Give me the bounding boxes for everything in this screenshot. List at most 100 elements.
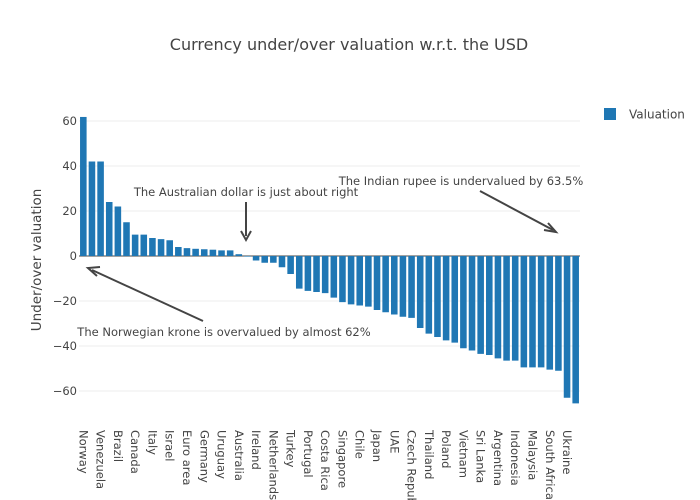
bar[interactable] <box>425 256 433 334</box>
bar[interactable] <box>339 256 346 303</box>
x-tick-label: Euro area <box>180 430 194 485</box>
x-tick-label: Italy <box>145 430 159 455</box>
x-tick-label: Turkey <box>284 429 298 468</box>
y-tick-label: −40 <box>53 339 77 353</box>
bar[interactable] <box>451 256 459 343</box>
bar[interactable] <box>278 256 286 268</box>
bar[interactable] <box>486 256 493 355</box>
bar[interactable] <box>468 256 476 351</box>
bar[interactable] <box>209 249 217 256</box>
x-tick-label: Canada <box>128 430 142 474</box>
legend[interactable]: Valuation <box>604 108 685 122</box>
bar[interactable] <box>218 250 225 257</box>
x-tick-label: Germany <box>197 430 211 483</box>
bar[interactable] <box>252 256 260 261</box>
bar[interactable] <box>555 256 562 371</box>
bar[interactable] <box>80 116 87 256</box>
bar-layer <box>80 116 579 404</box>
bar[interactable] <box>460 256 467 349</box>
annotation-norway-arrowhead <box>85 266 101 277</box>
bar[interactable] <box>261 256 268 263</box>
x-tick-label: Malaysia <box>525 430 539 480</box>
bar[interactable] <box>529 256 536 368</box>
legend-label: Valuation <box>629 108 685 122</box>
y-axis-label: Under/over valuation <box>29 189 45 332</box>
bar[interactable] <box>520 256 528 368</box>
y-tick-label: −20 <box>53 294 77 308</box>
bar[interactable] <box>477 256 484 354</box>
bar[interactable] <box>192 248 199 256</box>
bar[interactable] <box>105 202 113 256</box>
legend-swatch <box>604 108 616 120</box>
x-tick-label: Indonesia <box>508 430 522 486</box>
x-axis-ticks: Norway Venezuela Brazil Canada Italy Israel Eu… <box>76 429 574 500</box>
x-tick-label: Czech Repub <box>405 430 419 500</box>
x-tick-label: Argentina <box>491 430 505 486</box>
bar[interactable] <box>365 256 372 307</box>
bar[interactable] <box>88 161 96 257</box>
bar[interactable] <box>313 256 320 292</box>
bar[interactable] <box>563 256 571 398</box>
x-tick-label: Australia <box>232 430 246 481</box>
x-tick-label: Japan <box>370 429 384 462</box>
bar[interactable] <box>391 256 398 315</box>
bar[interactable] <box>200 249 208 256</box>
y-tick-label: 20 <box>62 204 77 218</box>
bar[interactable] <box>503 256 510 361</box>
annotation-norway: The Norwegian krone is overvalued by alm… <box>76 325 370 339</box>
x-tick-label: Singapore <box>335 430 349 488</box>
x-tick-label: Norway <box>76 430 90 474</box>
y-tick-label: −60 <box>53 384 77 398</box>
bar[interactable] <box>572 256 579 404</box>
bar[interactable] <box>114 206 122 257</box>
y-tick-label: 0 <box>70 249 77 263</box>
bar[interactable] <box>330 256 338 298</box>
x-tick-label: Poland <box>439 430 453 468</box>
bar[interactable] <box>270 256 277 263</box>
bar[interactable] <box>399 256 407 317</box>
bar[interactable] <box>382 256 389 313</box>
bar[interactable] <box>416 256 424 328</box>
bar[interactable] <box>321 256 329 294</box>
bar[interactable] <box>442 256 450 341</box>
bar[interactable] <box>235 254 243 256</box>
bar[interactable] <box>408 256 415 318</box>
bar[interactable] <box>295 256 303 289</box>
annotation-india-arrowhead <box>543 222 559 234</box>
annotation-india-arrow <box>479 190 554 231</box>
bar[interactable] <box>123 222 130 256</box>
bar[interactable] <box>157 239 165 257</box>
annotation-australia: The Australian dollar is just about righ… <box>133 185 359 199</box>
annotation-india: The Indian rupee is undervalued by 63.5% <box>338 174 584 188</box>
annotation-layer: The Australian dollar is just about righ… <box>76 174 583 339</box>
bar[interactable] <box>175 247 182 256</box>
x-tick-label: Thailand <box>422 429 436 479</box>
annotation-australia-arrowhead <box>240 230 252 243</box>
bar[interactable] <box>546 256 554 370</box>
bar[interactable] <box>494 256 502 359</box>
x-tick-label: Israel <box>163 430 177 461</box>
bar[interactable] <box>287 256 294 274</box>
bar[interactable] <box>131 234 139 257</box>
x-tick-label: Venezuela <box>94 430 108 489</box>
bar[interactable] <box>149 238 156 256</box>
bar[interactable] <box>373 256 381 310</box>
x-tick-label: Uruguay <box>215 430 229 479</box>
bar[interactable] <box>304 256 312 291</box>
bar[interactable] <box>244 256 251 257</box>
bar[interactable] <box>140 234 148 257</box>
bar[interactable] <box>434 256 441 337</box>
bar[interactable] <box>347 256 355 305</box>
x-tick-label: Ireland <box>249 430 263 470</box>
bar[interactable] <box>537 256 545 368</box>
bar[interactable] <box>511 256 519 361</box>
y-tick-label: 40 <box>62 159 77 173</box>
bar[interactable] <box>166 240 173 256</box>
bar[interactable] <box>226 250 234 257</box>
bar[interactable] <box>97 161 104 257</box>
bar[interactable] <box>183 248 191 257</box>
x-tick-label: Portugal <box>301 430 315 478</box>
x-tick-label: South Africa <box>543 430 557 500</box>
bar[interactable] <box>356 256 364 306</box>
